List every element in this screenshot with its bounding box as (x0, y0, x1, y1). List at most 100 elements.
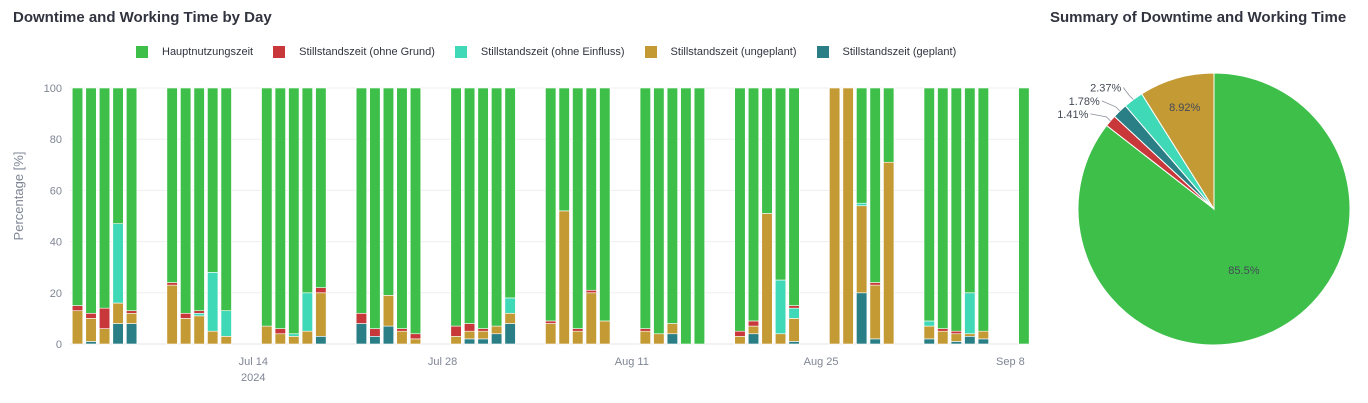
bar-segment-ohne-einfluss[interactable] (856, 202, 868, 207)
legend-item-ungeplant[interactable]: Stillstandszeit (ungeplant) (644, 46, 797, 58)
bar-segment-haupt[interactable] (599, 87, 611, 322)
bar-segment-ohne-einfluss[interactable] (923, 320, 935, 327)
bar-segment-haupt[interactable] (274, 87, 286, 329)
bar-segment-ungeplant[interactable] (504, 312, 516, 324)
bar-segment-ungeplant[interactable] (450, 336, 462, 345)
bar-segment-ohne-grund[interactable] (180, 312, 192, 319)
bar-segment-ohne-grund[interactable] (126, 310, 138, 314)
bar-segment-geplant[interactable] (315, 336, 327, 345)
bar-segment-haupt[interactable] (396, 87, 408, 329)
bar-segment-haupt[interactable] (585, 87, 597, 291)
bar-segment-geplant[interactable] (464, 338, 476, 345)
bar-segment-haupt[interactable] (869, 87, 881, 283)
bar-segment-haupt[interactable] (288, 87, 300, 335)
bar-segment-ohne-einfluss[interactable] (288, 333, 300, 337)
bar-segment-ohne-grund[interactable] (274, 328, 286, 335)
bar-segment-ohne-einfluss[interactable] (788, 307, 800, 319)
bar-segment-geplant[interactable] (504, 323, 516, 345)
bar-segment-haupt[interactable] (301, 87, 313, 294)
bar-segment-ohne-grund[interactable] (193, 310, 205, 314)
bar-segment-haupt[interactable] (207, 87, 219, 273)
bar-segment-haupt[interactable] (977, 87, 989, 332)
bar-segment-haupt[interactable] (950, 87, 962, 332)
bar-segment-haupt[interactable] (112, 87, 124, 224)
bar-segment-ohne-einfluss[interactable] (112, 223, 124, 304)
bar-segment-haupt[interactable] (85, 87, 97, 314)
bar-segment-haupt[interactable] (409, 87, 422, 335)
bar-segment-ungeplant[interactable] (869, 284, 881, 340)
bar-segment-ungeplant[interactable] (315, 292, 327, 337)
bar-segment-geplant[interactable] (355, 323, 367, 345)
bar-segment-haupt[interactable] (883, 87, 895, 163)
bar-segment-ungeplant[interactable] (71, 310, 84, 345)
bar-segment-geplant[interactable] (747, 333, 760, 345)
bar-segment-ohne-einfluss[interactable] (774, 279, 787, 335)
bar-segment-ungeplant[interactable] (382, 295, 395, 327)
bar-segment-ohne-grund[interactable] (747, 320, 760, 327)
bar-segment-ohne-einfluss[interactable] (193, 312, 205, 317)
bar-segment-ohne-grund[interactable] (788, 305, 800, 309)
bar-segment-ungeplant[interactable] (477, 330, 489, 340)
bar-segment-ohne-grund[interactable] (464, 323, 476, 332)
bar-segment-ohne-grund[interactable] (315, 287, 327, 294)
bar-segment-ungeplant[interactable] (220, 336, 232, 345)
bar-segment-geplant[interactable] (964, 336, 976, 345)
bar-segment-haupt[interactable] (761, 87, 773, 214)
bar-segment-ungeplant[interactable] (856, 205, 868, 294)
bar-segment-ungeplant[interactable] (180, 318, 192, 345)
bar-segment-haupt[interactable] (1018, 87, 1030, 345)
bar-segment-ohne-grund[interactable] (85, 312, 97, 319)
bar-segment-geplant[interactable] (369, 336, 381, 345)
bar-segment-geplant[interactable] (977, 338, 989, 345)
bar-segment-ungeplant[interactable] (977, 330, 989, 340)
bar-segment-ohne-grund[interactable] (477, 328, 489, 332)
bar-segment-geplant[interactable] (112, 323, 124, 345)
bar-segment-haupt[interactable] (693, 87, 705, 345)
bar-segment-ungeplant[interactable] (937, 330, 949, 345)
bar-segment-ungeplant[interactable] (166, 284, 178, 345)
bar-segment-geplant[interactable] (869, 338, 881, 345)
bar-segment-haupt[interactable] (98, 87, 111, 309)
bar-segment-ungeplant[interactable] (396, 330, 408, 345)
legend-item-hauptnutzungszeit[interactable]: Hauptnutzungszeit (136, 46, 253, 58)
bar-segment-ohne-grund[interactable] (71, 305, 84, 312)
bar-segment-geplant[interactable] (950, 341, 962, 345)
bar-segment-ohne-einfluss[interactable] (220, 310, 232, 337)
bar-segment-ohne-grund[interactable] (639, 328, 651, 332)
bar-segment-ungeplant[interactable] (964, 333, 976, 337)
bar-segment-haupt[interactable] (558, 87, 570, 212)
bar-segment-haupt[interactable] (774, 87, 787, 281)
bar-segment-ungeplant[interactable] (545, 323, 557, 345)
bar-segment-ohne-grund[interactable] (937, 328, 949, 332)
bar-segment-ungeplant[interactable] (261, 325, 273, 345)
bar-segment-haupt[interactable] (653, 87, 665, 335)
bar-segment-ungeplant[interactable] (883, 161, 895, 345)
bar-segment-ungeplant[interactable] (112, 302, 124, 324)
bar-segment-haupt[interactable] (545, 87, 557, 322)
bar-segment-ohne-grund[interactable] (98, 307, 111, 329)
bar-segment-ungeplant[interactable] (653, 333, 665, 345)
bar-segment-ungeplant[interactable] (734, 336, 746, 345)
bar-segment-ungeplant[interactable] (788, 318, 800, 342)
bar-segment-ungeplant[interactable] (274, 333, 286, 345)
bar-segment-haupt[interactable] (315, 87, 327, 288)
bar-segment-haupt[interactable] (504, 87, 516, 299)
pie-slice[interactable] (1141, 72, 1215, 211)
bar-segment-haupt[interactable] (788, 87, 800, 306)
bar-segment-ungeplant[interactable] (193, 315, 205, 345)
bar-segment-haupt[interactable] (180, 87, 192, 314)
bar-segment-haupt[interactable] (193, 87, 205, 312)
bar-segment-haupt[interactable] (126, 87, 138, 312)
bar-segment-ohne-einfluss[interactable] (964, 292, 976, 335)
bar-segment-haupt[interactable] (450, 87, 462, 327)
bar-segment-ohne-grund[interactable] (355, 312, 367, 324)
bar-segment-ohne-grund[interactable] (950, 330, 962, 335)
bar-segment-geplant[interactable] (382, 325, 395, 345)
bar-segment-haupt[interactable] (639, 87, 651, 329)
bar-segment-ungeplant[interactable] (85, 318, 97, 342)
bar-segment-ungeplant[interactable] (126, 312, 138, 324)
bar-segment-ungeplant[interactable] (491, 325, 503, 335)
legend-item-ohne-grund[interactable]: Stillstandszeit (ohne Grund) (273, 46, 435, 58)
bar-segment-ungeplant[interactable] (842, 87, 854, 345)
bar-segment-haupt[interactable] (477, 87, 489, 329)
